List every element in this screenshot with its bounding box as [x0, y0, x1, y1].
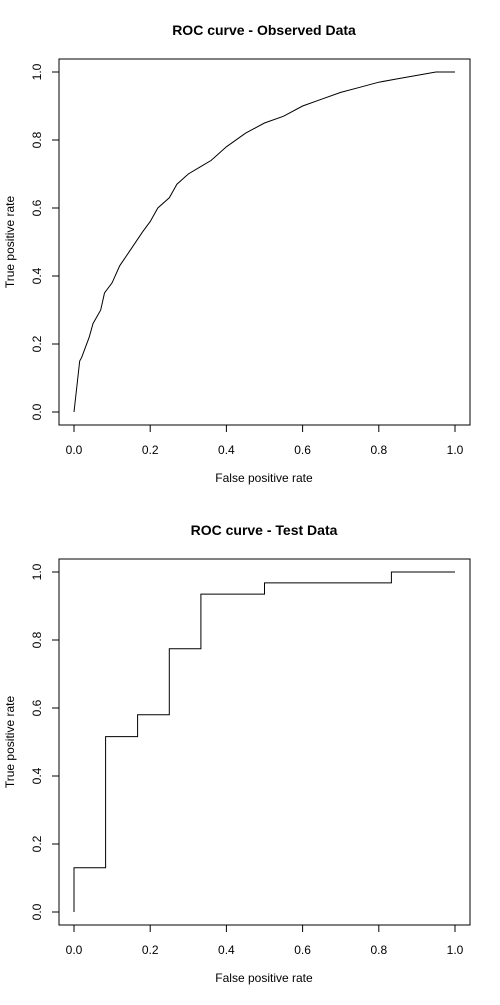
y-tick-label: 0.4 — [30, 767, 44, 784]
x-tick-label: 0.0 — [66, 943, 83, 957]
x-tick-label: 0.2 — [142, 943, 159, 957]
plot-frame — [58, 558, 471, 926]
y-tick-label: 0.8 — [30, 131, 44, 148]
x-tick-label: 1.0 — [447, 943, 464, 957]
y-tick-label: 0.8 — [30, 631, 44, 648]
x-axis: 0.0 0.2 0.4 0.6 0.8 1.0 — [66, 425, 464, 457]
x-tick-label: 0.6 — [294, 943, 311, 957]
chart-title: ROC curve - Test Data — [191, 522, 338, 538]
roc-curve-line — [73, 571, 455, 912]
x-tick-label: 0.2 — [142, 443, 159, 457]
x-tick-label: 0.8 — [370, 943, 387, 957]
x-tick-label: 0.8 — [370, 443, 387, 457]
y-tick-label: 0.2 — [30, 835, 44, 852]
y-axis: 0.0 0.2 0.4 0.6 0.8 1.0 — [30, 563, 59, 920]
y-tick-label: 1.0 — [30, 563, 44, 580]
y-tick-label: 0.6 — [30, 199, 44, 216]
y-tick-label: 0.4 — [30, 267, 44, 284]
y-axis-label: True positive rate — [3, 196, 17, 289]
y-axis: 0.0 0.2 0.4 0.6 0.8 1.0 — [30, 63, 59, 420]
roc-chart-observed: ROC curve - Observed Data 0.0 0.2 0.4 0.6 0.… — [3, 22, 471, 485]
x-tick-label: 0.4 — [218, 443, 235, 457]
y-tick-label: 0.6 — [30, 699, 44, 716]
plot-frame — [58, 58, 471, 426]
x-axis: 0.0 0.2 0.4 0.6 0.8 1.0 — [66, 925, 464, 957]
y-tick-label: 0.0 — [30, 403, 44, 420]
x-tick-label: 0.0 — [66, 443, 83, 457]
chart-title: ROC curve - Observed Data — [172, 22, 356, 38]
x-axis-label: False positive rate — [215, 471, 313, 485]
roc-curve-line — [73, 71, 455, 413]
roc-chart-test: ROC curve - Test Data 0.0 0.2 0.4 0.6 0.8 1.0… — [3, 522, 471, 985]
x-tick-label: 0.6 — [294, 443, 311, 457]
y-tick-label: 0.0 — [30, 903, 44, 920]
x-tick-label: 1.0 — [447, 443, 464, 457]
x-tick-label: 0.4 — [218, 943, 235, 957]
y-tick-label: 1.0 — [30, 63, 44, 80]
y-axis-label: True positive rate — [3, 696, 17, 789]
x-axis-label: False positive rate — [215, 971, 313, 985]
y-tick-label: 0.2 — [30, 335, 44, 352]
